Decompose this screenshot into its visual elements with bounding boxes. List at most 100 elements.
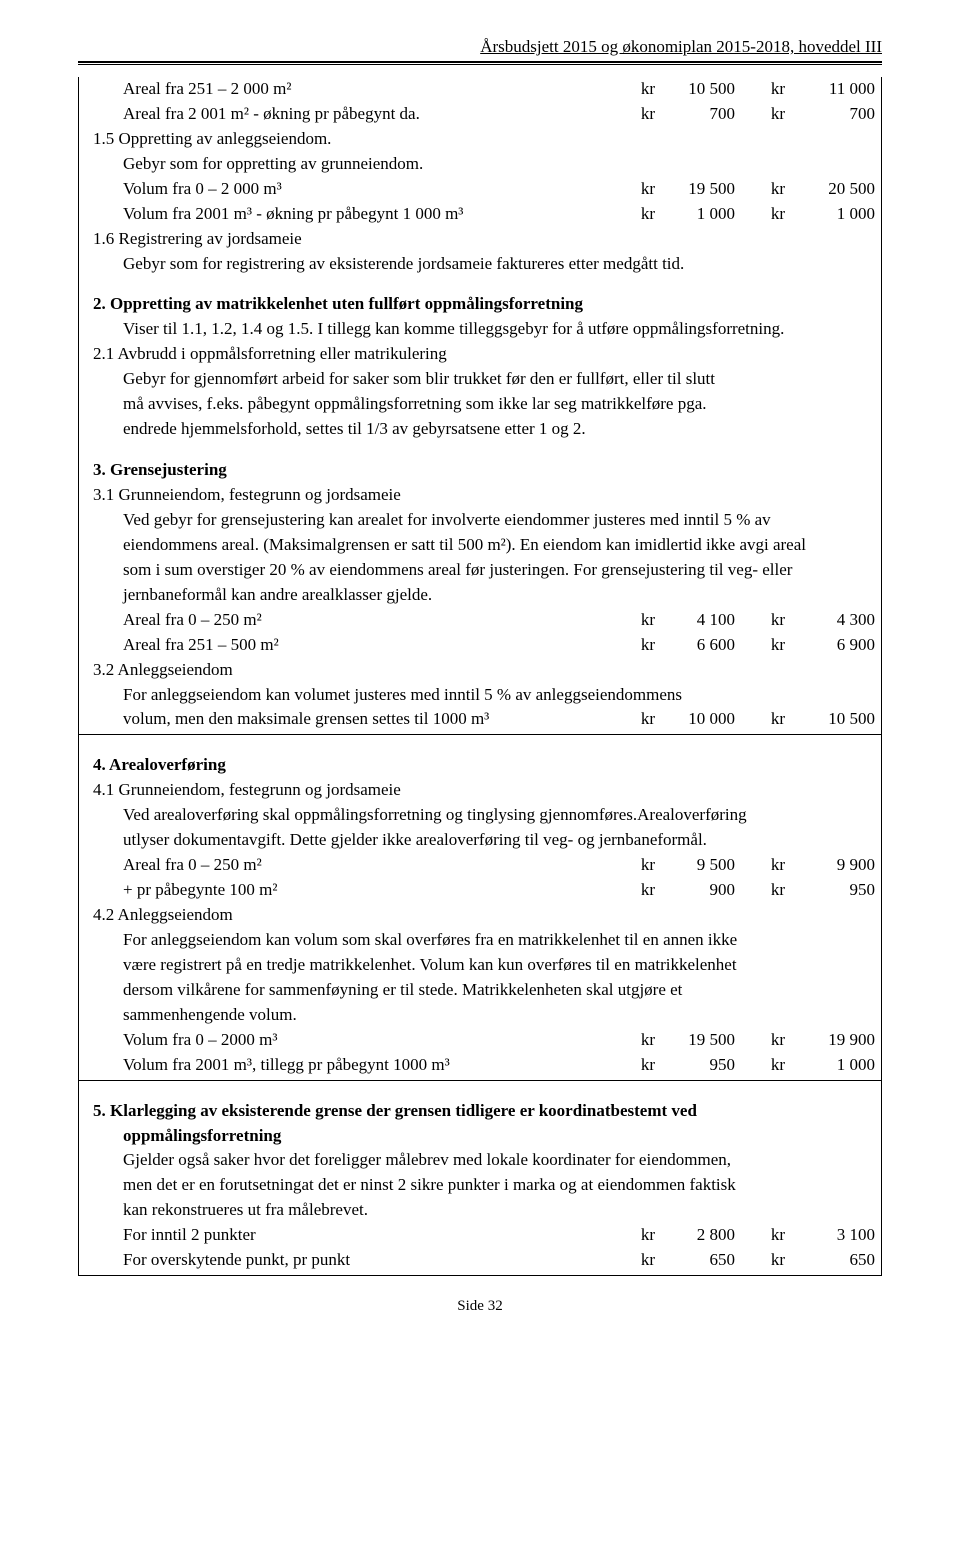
section-gap xyxy=(79,442,881,458)
text-line: 3.1 Grunneiendom, festegrunn og jordsame… xyxy=(79,483,881,508)
text-line: 1.5 Oppretting av anleggseiendom. xyxy=(79,127,881,152)
text: 2.1 Avbrudd i oppmålsforretning eller ma… xyxy=(93,343,447,366)
header-rule xyxy=(78,61,882,63)
fee-description-text: Volum fra 2001 m³, tillegg pr påbegynt 1… xyxy=(93,1054,450,1077)
fee-value-new: 3 100 xyxy=(795,1224,875,1247)
fee-value-old: 9 500 xyxy=(665,854,735,877)
text: sammenhengende volum. xyxy=(93,1004,297,1027)
text: utlyser dokumentavgift. Dette gjelder ik… xyxy=(93,829,707,852)
text-line: Gebyr for gjennomført arbeid for saker s… xyxy=(79,367,881,392)
text-line: Viser til 1.1, 1.2, 1.4 og 1.5. I tilleg… xyxy=(79,317,881,342)
section-gap xyxy=(79,737,881,753)
fee-row: Volum fra 2001 m³, tillegg pr påbegynt 1… xyxy=(79,1053,881,1078)
text-line: For anleggseiendom kan volumet justeres … xyxy=(79,683,881,708)
text: 5. Klarlegging av eksisterende grense de… xyxy=(93,1100,697,1123)
fee-description: Areal fra 0 – 250 m² xyxy=(93,609,613,632)
fee-description-text: Volum fra 0 – 2000 m³ xyxy=(93,1029,277,1052)
text: Gjelder også saker hvor det foreligger m… xyxy=(93,1149,731,1172)
text: 2. Oppretting av matrikkelenhet uten ful… xyxy=(93,293,583,316)
text-line: 3.2 Anleggseiendom xyxy=(79,658,881,683)
fee-description-text: Areal fra 0 – 250 m² xyxy=(93,609,262,632)
currency-label: kr xyxy=(623,609,655,632)
text: dersom vilkårene for sammenføyning er ti… xyxy=(93,979,682,1002)
text-line: Ved arealoverføring skal oppmålingsforre… xyxy=(79,803,881,828)
currency-label: kr xyxy=(623,854,655,877)
fee-description-text: Areal fra 251 – 500 m² xyxy=(93,634,279,657)
text: som i sum overstiger 20 % av eiendommens… xyxy=(93,559,792,582)
currency-label: kr xyxy=(623,1224,655,1247)
section-rule xyxy=(79,734,881,735)
currency-label: kr xyxy=(623,78,655,101)
fee-row: Areal fra 2 001 m² - økning pr påbegynt … xyxy=(79,102,881,127)
text: må avvises, f.eks. påbegynt oppmålingsfo… xyxy=(93,393,707,416)
currency-label: kr xyxy=(745,1249,785,1272)
text-line: 2. Oppretting av matrikkelenhet uten ful… xyxy=(79,292,881,317)
fee-description-text: Areal fra 2 001 m² - økning pr påbegynt … xyxy=(93,103,420,126)
fee-value-new: 20 500 xyxy=(795,178,875,201)
text: Ved gebyr for grensejustering kan areale… xyxy=(93,509,771,532)
currency-label: kr xyxy=(745,78,785,101)
fee-description-text: For inntil 2 punkter xyxy=(93,1224,256,1247)
fee-row: Volum fra 0 – 2000 m³kr19 500kr19 900 xyxy=(79,1028,881,1053)
currency-label: kr xyxy=(745,879,785,902)
currency-label: kr xyxy=(745,708,785,731)
fee-value-new: 1 000 xyxy=(795,203,875,226)
text: For anleggseiendom kan volum som skal ov… xyxy=(93,929,737,952)
fee-row: Areal fra 251 – 2 000 m² kr 10 500 kr 11 000 xyxy=(79,77,881,102)
text-line: 1.6 Registrering av jordsameie xyxy=(79,227,881,252)
text: 3. Grensejustering xyxy=(93,459,227,482)
section-rule xyxy=(79,1080,881,1081)
fee-row: Areal fra 0 – 250 m²kr9 500kr9 900 xyxy=(79,853,881,878)
fee-description-text: Areal fra 251 – 2 000 m² xyxy=(93,78,291,101)
fee-value-old: 700 xyxy=(665,103,735,126)
fee-value-new: 1 000 xyxy=(795,1054,875,1077)
page-header: Årsbudsjett 2015 og økonomiplan 2015-201… xyxy=(78,36,882,59)
text: For anleggseiendom kan volumet justeres … xyxy=(93,684,682,707)
fee-description: Volum fra 0 – 2 000 m³ xyxy=(93,178,613,201)
fee-description: Areal fra 251 – 2 000 m² xyxy=(93,78,613,101)
fee-description: Areal fra 251 – 500 m² xyxy=(93,634,613,657)
currency-label: kr xyxy=(623,879,655,902)
text-line: Ved gebyr for grensejustering kan areale… xyxy=(79,508,881,533)
text-line: eiendommens areal. (Maksimalgrensen er s… xyxy=(79,533,881,558)
currency-label: kr xyxy=(745,1054,785,1077)
fee-value-old: 1 000 xyxy=(665,203,735,226)
text: 4.1 Grunneiendom, festegrunn og jordsame… xyxy=(93,779,401,802)
document-body: Areal fra 251 – 2 000 m² kr 10 500 kr 11 000… xyxy=(78,77,882,1276)
text-line: 4.1 Grunneiendom, festegrunn og jordsame… xyxy=(79,778,881,803)
fee-value-new: 950 xyxy=(795,879,875,902)
fee-value-new: 11 000 xyxy=(795,78,875,101)
currency-label: kr xyxy=(623,1054,655,1077)
section-gap xyxy=(79,1083,881,1099)
fee-value-new: 9 900 xyxy=(795,854,875,877)
text: Gebyr for gjennomført arbeid for saker s… xyxy=(93,368,715,391)
text: 1.6 Registrering av jordsameie xyxy=(93,228,302,251)
section-rule xyxy=(79,1275,881,1276)
fee-value-old: 19 500 xyxy=(665,178,735,201)
currency-label: kr xyxy=(745,854,785,877)
text-line: utlyser dokumentavgift. Dette gjelder ik… xyxy=(79,828,881,853)
fee-value-old: 2 800 xyxy=(665,1224,735,1247)
currency-label: kr xyxy=(623,178,655,201)
text: 1.5 Oppretting av anleggseiendom. xyxy=(93,128,331,151)
fee-description: volum, men den maksimale grensen settes … xyxy=(93,708,613,731)
fee-value-old: 950 xyxy=(665,1054,735,1077)
text-line: 5. Klarlegging av eksisterende grense de… xyxy=(79,1099,881,1124)
fee-value-old: 10 000 xyxy=(665,708,735,731)
fee-value-old: 4 100 xyxy=(665,609,735,632)
text-line: 2.1 Avbrudd i oppmålsforretning eller ma… xyxy=(79,342,881,367)
text-line: jernbaneformål kan andre arealklasser gj… xyxy=(79,583,881,608)
currency-label: kr xyxy=(745,203,785,226)
fee-description: + pr påbegynte 100 m² xyxy=(93,879,613,902)
fee-value-old: 10 500 xyxy=(665,78,735,101)
fee-description: Volum fra 2001 m³ - økning pr påbegynt 1… xyxy=(93,203,613,226)
fee-row: volum, men den maksimale grensen settes … xyxy=(79,707,881,732)
fee-value-new: 6 900 xyxy=(795,634,875,657)
text-line: Gebyr som for oppretting av grunneiendom… xyxy=(79,152,881,177)
fee-value-old: 19 500 xyxy=(665,1029,735,1052)
currency-label: kr xyxy=(745,1224,785,1247)
currency-label: kr xyxy=(623,203,655,226)
text-line: 3. Grensejustering xyxy=(79,458,881,483)
currency-label: kr xyxy=(745,1029,785,1052)
currency-label: kr xyxy=(623,634,655,657)
